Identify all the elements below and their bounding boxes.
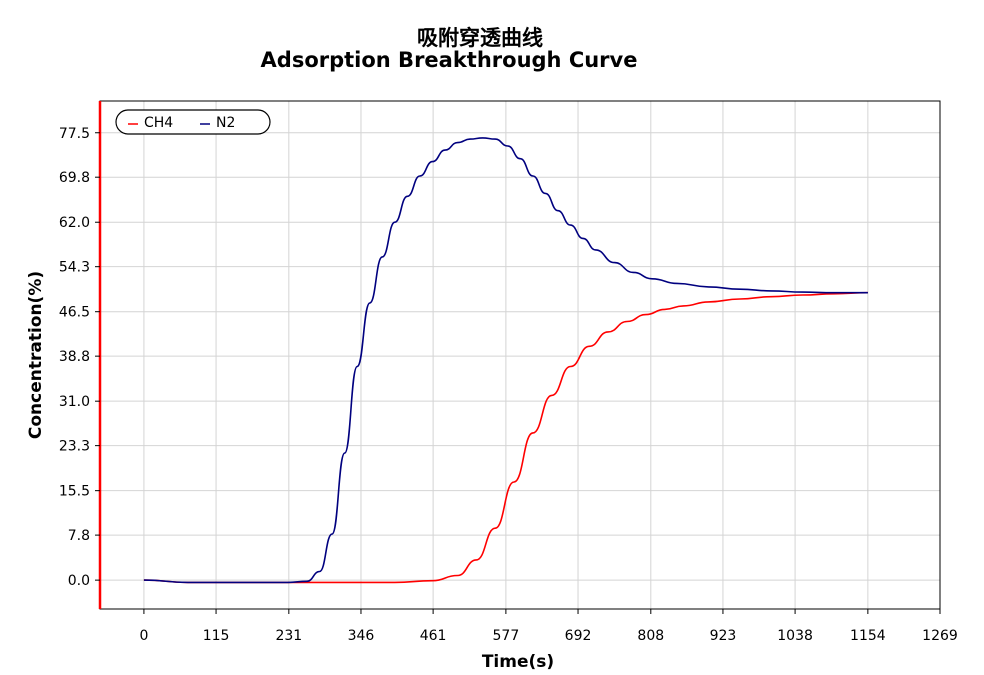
y-axis: 0.0 7.8 15.5 23.3 31.0 38.8 46.5 54.3 62.0 69.8 77…: [59, 126, 100, 589]
x-tick-label: 0: [139, 628, 148, 644]
x-tick-label: 115: [203, 628, 230, 644]
legend-label-ch4: CH4: [144, 115, 173, 131]
chart-subtitle: Adsorption Breakthrough Curve: [261, 48, 638, 72]
legend[interactable]: CH4 N2: [115, 109, 271, 135]
x-tick-label: 923: [710, 628, 737, 644]
chart-title: 吸附穿透曲线: [417, 26, 543, 50]
x-tick-label: 1038: [777, 628, 813, 644]
y-tick-label: 7.8: [68, 528, 90, 544]
legend-box: [115, 109, 271, 135]
y-tick-label: 77.5: [59, 126, 90, 142]
x-tick-label: 1154: [850, 628, 886, 644]
x-axis-label: Time(s): [482, 652, 554, 672]
y-tick-label: 23.3: [59, 439, 90, 455]
series-line-n2: [143, 137, 868, 584]
y-tick-label: 69.8: [59, 170, 90, 186]
x-tick-label: 1269: [922, 628, 958, 644]
y-tick-label: 62.0: [59, 215, 90, 231]
y-tick-label: 46.5: [59, 305, 90, 321]
x-tick-label: 577: [493, 628, 520, 644]
series-layer: [143, 137, 868, 584]
x-tick-label: 808: [637, 628, 664, 644]
y-axis-label: Concentration(%): [26, 271, 46, 439]
grid: [100, 101, 941, 609]
x-tick-label: 346: [348, 628, 375, 644]
series-line-ch4: [143, 291, 868, 584]
x-tick-label: 231: [275, 628, 302, 644]
x-axis: 0 115 231 346 461 577 692 808 923 1038 1154 1269: [139, 609, 958, 644]
x-tick-label: 461: [420, 628, 447, 644]
y-tick-label: 15.5: [59, 484, 90, 500]
y-tick-label: 0.0: [68, 573, 90, 589]
y-tick-label: 38.8: [59, 349, 90, 365]
y-tick-label: 31.0: [59, 394, 90, 410]
legend-label-n2: N2: [216, 115, 235, 131]
y-tick-label: 54.3: [59, 260, 90, 276]
x-tick-label: 692: [565, 628, 592, 644]
